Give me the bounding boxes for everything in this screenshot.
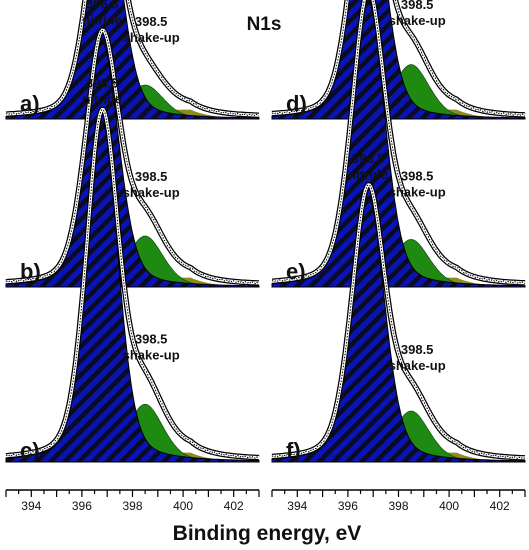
x-tick-label: 400 [173,499,193,513]
measured-spectrum [271,184,526,460]
panel-label: f) [286,438,301,463]
shake-up-label: shake-up [123,348,180,363]
x-axis: 394 396 398 400 402 [5,489,260,513]
panel-label: a) [20,91,40,116]
x-tick-label: 396 [72,499,92,513]
nitride-energy-label: 396.8 [86,75,119,90]
nitride-label: nitride [82,91,122,106]
shake-up-label: shake-up [389,13,446,28]
nitride-label: nitride [348,167,388,182]
shake-up-label: shake-up [389,185,446,200]
x-tick-label: 396 [338,499,358,513]
shake-up-energy-label: 398.5 [135,14,168,29]
x-axis-label: Binding energy, eV [173,522,362,545]
shake-up-energy-label: 398.5 [135,169,168,184]
x-tick-label: 394 [21,499,41,513]
panel-label: b) [20,259,41,284]
shake-up-label: shake-up [123,185,180,200]
x-tick-label: 398 [122,499,142,513]
measured-spectrum [271,0,526,285]
x-tick-label: 402 [224,499,244,513]
shake-up-label: shake-up [123,30,180,45]
shake-up-energy-label: 398.5 [401,0,434,12]
left-column: a)396.9nitride398.5shake-upb)396.8nitrid… [5,0,260,513]
panel-label: d) [286,91,307,116]
figure-title: N1s [247,14,282,35]
shake-up-energy-label: 398.5 [401,342,434,357]
x-tick-label: 394 [287,499,307,513]
x-tick-label: 402 [490,499,510,513]
envelope-fit [5,28,259,285]
panel-label: e) [286,259,306,284]
measured-spectrum [5,29,260,285]
nitride-energy-label: 396.8 [86,0,119,11]
measured-spectrum [5,108,260,459]
nitride-label: nitride [82,12,122,27]
x-tick-label: 398 [388,499,408,513]
x-tick-label: 400 [439,499,459,513]
x-axis: 394 396 398 400 402 [271,489,526,513]
panel-label: c) [20,438,40,463]
nitride-component [5,121,260,463]
shake-up-energy-label: 398.5 [135,332,168,347]
measured-spectrum [5,0,260,117]
shake-up-energy-label: 398.5 [401,169,434,184]
nitride-energy-label: 396.8 [352,151,385,166]
shake-up-label: shake-up [389,358,446,373]
nitride-component [271,0,526,288]
measured-spectrum [271,0,526,117]
